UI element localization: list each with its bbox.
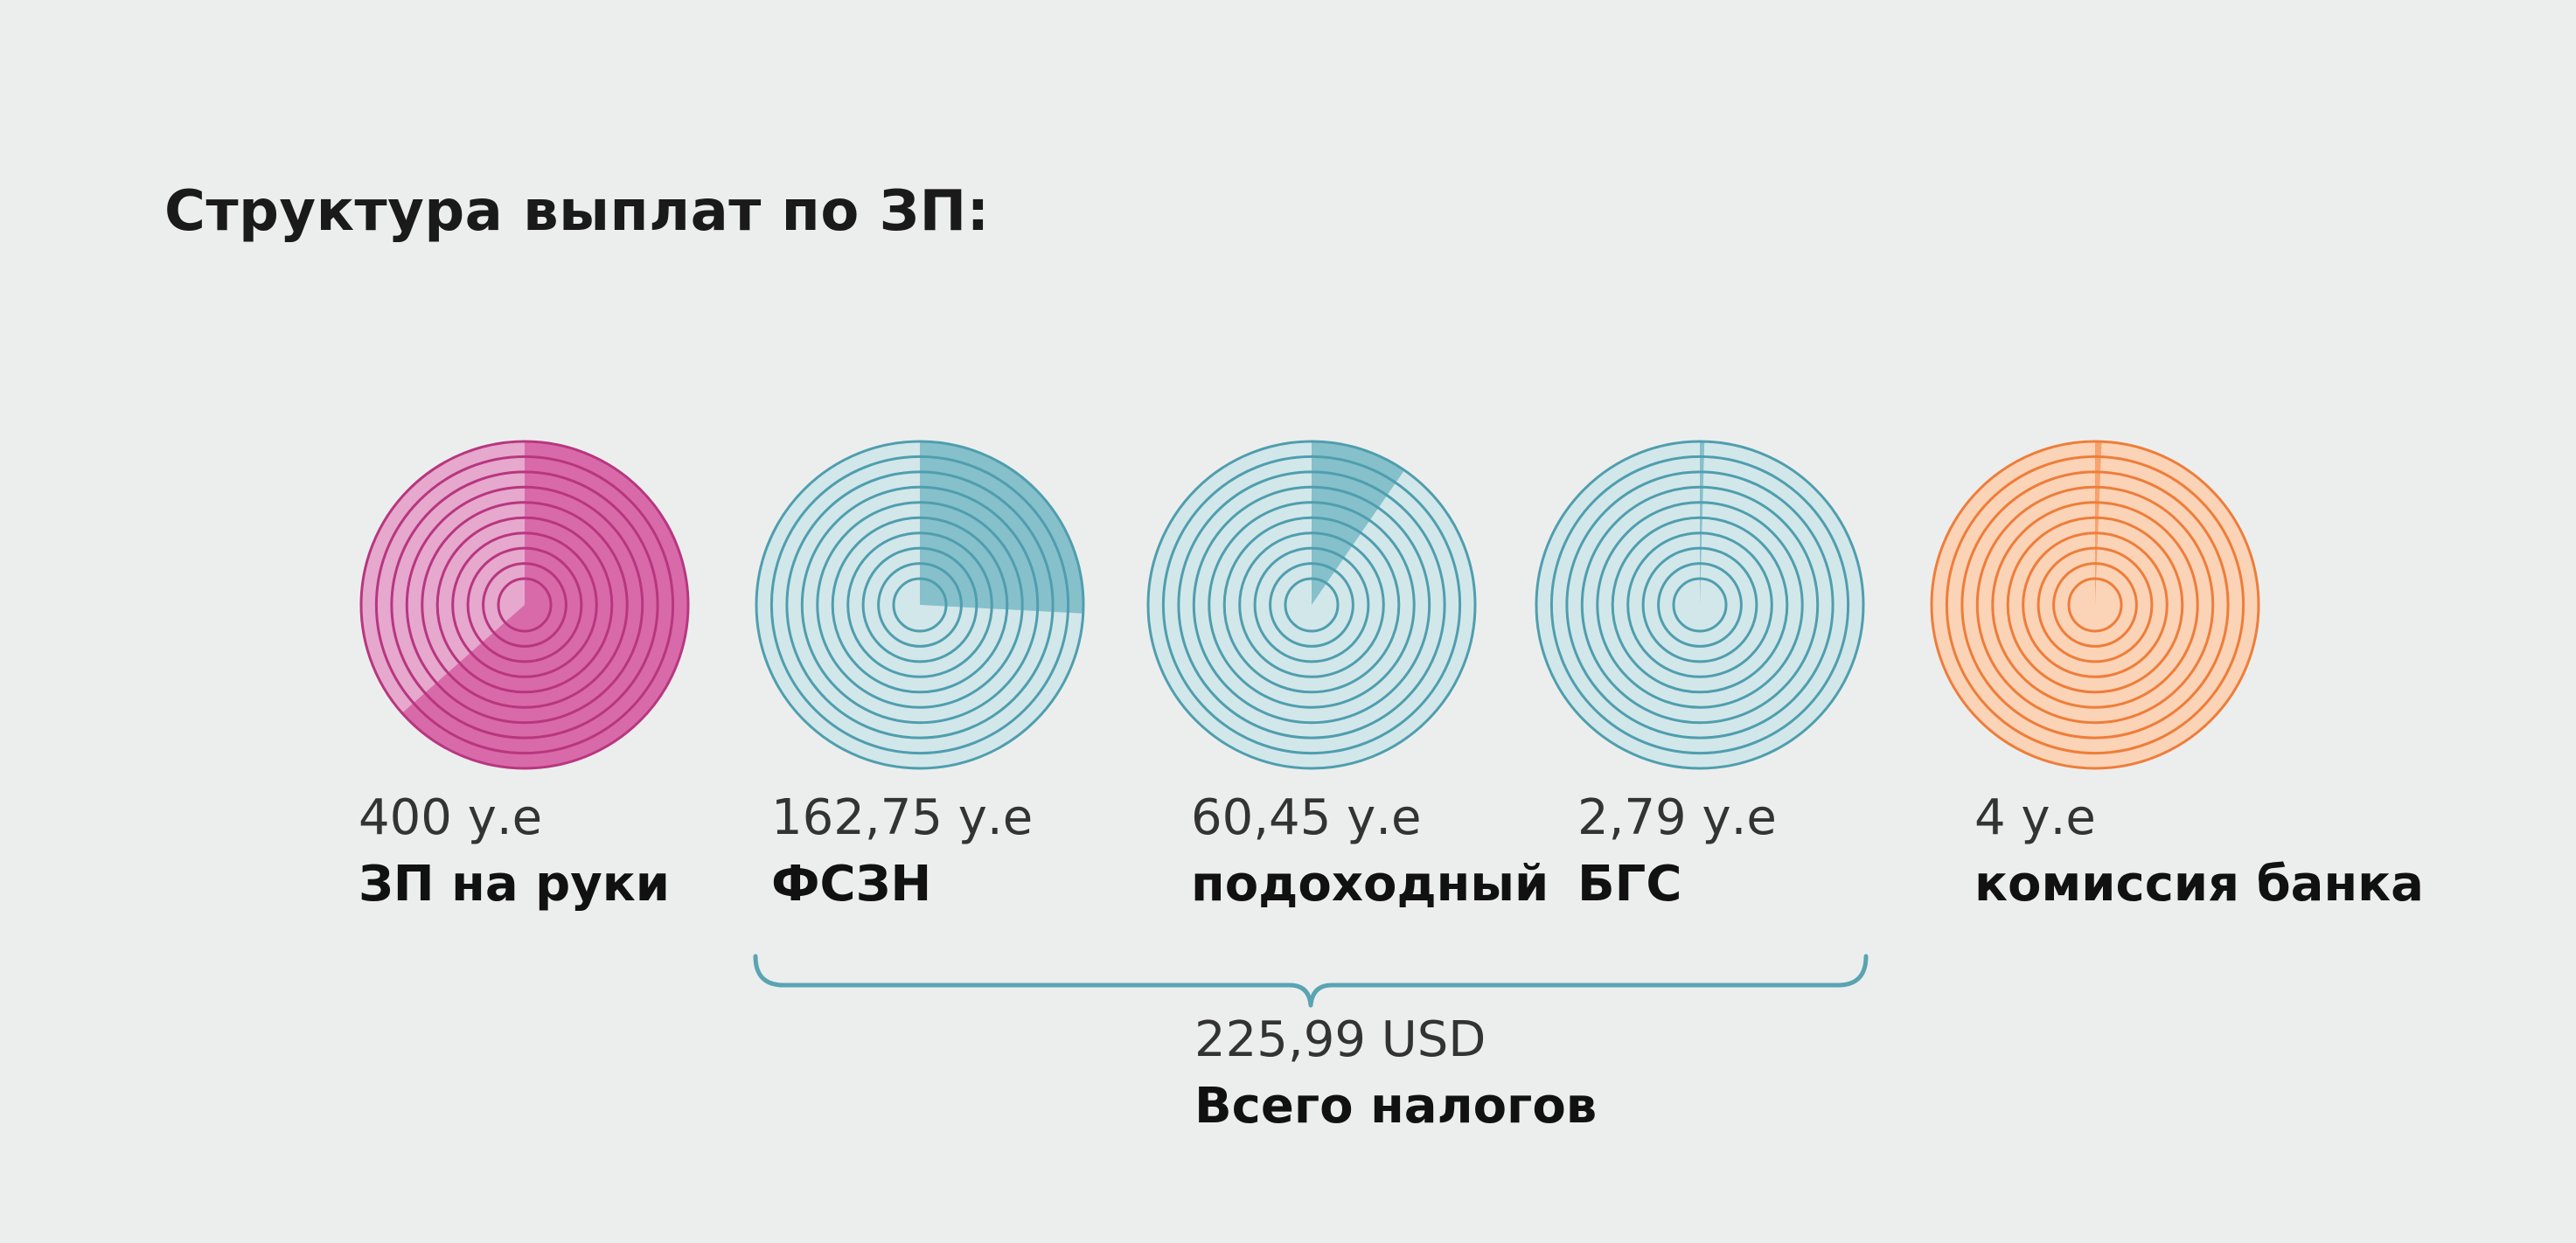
- label-bgs: 2,79 у.е БГС: [1577, 785, 1777, 918]
- pie-ring: [359, 440, 690, 770]
- group-brace: [753, 954, 1869, 1008]
- name-label-salary: ЗП на руки: [359, 856, 670, 913]
- value-label-bank-fee: 4 у.е: [1974, 789, 2096, 846]
- label-income-tax: 60,45 у.е подоходный: [1191, 785, 1549, 918]
- pie-income-tax: [1146, 440, 1477, 770]
- pie-ring: [769, 455, 1070, 755]
- pie-ring: [1146, 440, 1477, 770]
- value-label-bgs: 2,79 у.е: [1577, 789, 1777, 846]
- pie-ring: [482, 562, 567, 648]
- pie-ring: [2067, 577, 2123, 633]
- pie-ring: [877, 562, 963, 648]
- value-label-total-taxes: 225,99 USD: [1194, 1011, 1486, 1068]
- pie-fszn: [755, 440, 1085, 770]
- pie-ring: [435, 516, 614, 694]
- pie-ring: [1284, 577, 1340, 633]
- pie-ring: [2036, 546, 2154, 663]
- pie-slice-income-tax: [1312, 441, 1405, 605]
- pie-ring: [1565, 470, 1835, 740]
- pie-ring: [1535, 440, 1865, 770]
- pie-slice-salary: [401, 441, 688, 768]
- pie-ring: [405, 485, 644, 725]
- pie-ring: [1238, 531, 1385, 678]
- name-label-fszn: ФСЗН: [771, 856, 932, 913]
- pie-ring: [374, 455, 675, 755]
- pie-ring: [2022, 531, 2169, 678]
- pie-ring: [831, 516, 1009, 694]
- pie-ring: [1991, 501, 2199, 709]
- pie-ring: [2052, 562, 2138, 648]
- label-fszn: 162,75 у.е ФСЗН: [771, 785, 1033, 918]
- pie-ring: [846, 531, 993, 678]
- label-total-taxes: 225,99 USD Всего налогов: [1194, 1007, 1597, 1140]
- pie-ring: [800, 485, 1040, 725]
- label-bank-fee: 4 у.е комиссия банка: [1974, 785, 2424, 918]
- pie-ring: [1672, 577, 1728, 633]
- pie-ring: [1580, 485, 1820, 725]
- name-label-bank-fee: комиссия банка: [1974, 856, 2424, 913]
- pie-ring: [1177, 470, 1446, 740]
- pie-ring: [1641, 546, 1758, 663]
- page-title: Структура выплат по ЗП:: [164, 179, 990, 244]
- pie-ring: [2006, 516, 2184, 694]
- pie-ring: [755, 440, 1085, 770]
- pie-slice-fszn: [920, 441, 1083, 614]
- pie-ring: [451, 531, 598, 678]
- pie-ring: [1611, 516, 1789, 694]
- pie-ring: [1960, 470, 2230, 740]
- pie-ring: [1253, 546, 1370, 663]
- pie-ring: [1208, 501, 1416, 709]
- pie-ring: [1930, 440, 2260, 770]
- pie-ring: [785, 470, 1055, 740]
- name-label-bgs: БГС: [1577, 856, 1682, 913]
- pie-ring: [1657, 562, 1743, 648]
- pie-ring: [421, 501, 629, 709]
- pie-ring: [861, 546, 978, 663]
- pie-ring: [497, 577, 553, 633]
- pie-ring: [1945, 455, 2245, 755]
- pie-ring: [1626, 531, 1773, 678]
- pie-bgs: [1535, 440, 1865, 770]
- pie-salary: [359, 440, 690, 770]
- name-label-total-taxes: Всего налогов: [1194, 1078, 1598, 1135]
- pie-ring: [816, 501, 1024, 709]
- label-salary: 400 у.е ЗП на руки: [359, 785, 670, 918]
- pie-ring: [390, 470, 659, 740]
- pie-ring: [1549, 455, 1850, 755]
- pie-ring: [892, 577, 948, 633]
- pie-ring: [1975, 485, 2215, 725]
- value-label-fszn: 162,75 у.е: [771, 789, 1034, 846]
- pie-ring: [1269, 562, 1354, 648]
- value-label-income-tax: 60,45 у.е: [1191, 789, 1422, 846]
- name-label-income-tax: подоходный: [1191, 856, 1549, 913]
- pie-bank-fee: [1930, 440, 2260, 770]
- value-label-salary: 400 у.е: [359, 789, 543, 846]
- pie-ring: [466, 546, 583, 663]
- pie-ring: [1222, 516, 1401, 694]
- pie-ring: [1192, 485, 1431, 725]
- pie-ring: [1596, 501, 1804, 709]
- pie-ring: [1161, 455, 1462, 755]
